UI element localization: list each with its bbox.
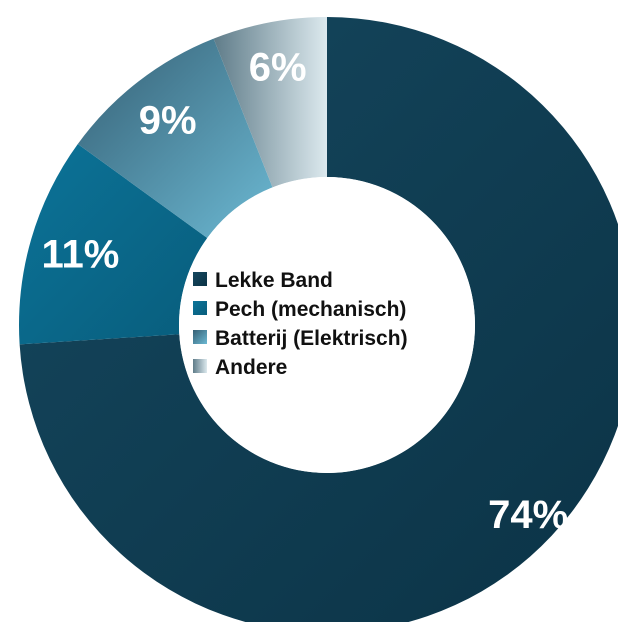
slice-labels: 74% 11% 9% 6% xyxy=(41,45,568,536)
legend-swatch-pech-mechanisch xyxy=(193,301,207,315)
slice-label-pech-mechanisch: 11% xyxy=(41,232,119,276)
legend-label-pech-mechanisch: Pech (mechanisch) xyxy=(215,298,406,321)
slice-label-andere: 6% xyxy=(249,45,307,89)
slice-batterij-elektrisch xyxy=(77,38,273,239)
legend-swatch-batterij-elektrisch xyxy=(193,330,207,344)
legend-swatch-lekke-band xyxy=(193,272,207,286)
donut-slices xyxy=(18,17,618,622)
legend: Lekke Band Pech (mechanisch) Batterij (Ele… xyxy=(193,269,408,379)
slice-andere xyxy=(213,17,327,188)
slice-lekke-band xyxy=(19,17,618,622)
legend-label-andere: Andere xyxy=(215,356,287,379)
donut-hole xyxy=(179,177,475,473)
legend-label-lekke-band: Lekke Band xyxy=(215,269,333,292)
slice-pech-mechanisch xyxy=(18,143,208,345)
slice-label-batterij-elektrisch: 9% xyxy=(139,99,197,143)
slice-label-lekke-band: 74% xyxy=(488,493,568,537)
legend-swatch-andere xyxy=(193,359,207,373)
legend-label-batterij-elektrisch: Batterij (Elektrisch) xyxy=(215,327,408,350)
